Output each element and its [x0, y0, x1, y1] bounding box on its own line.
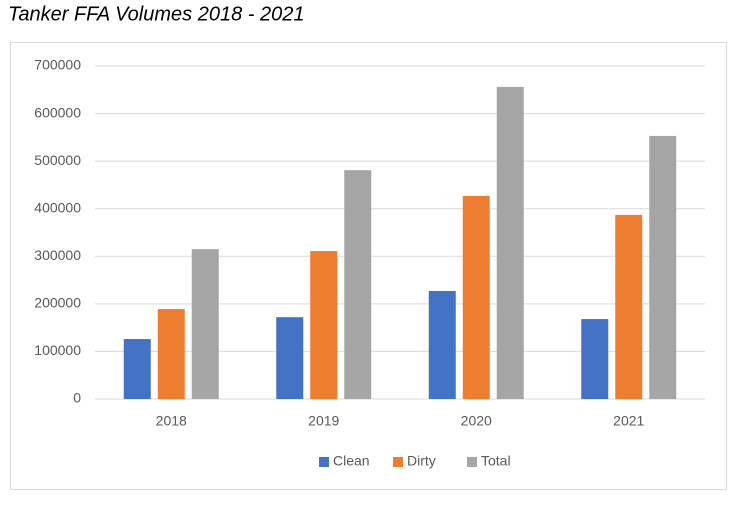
- y-tick-label: 300000: [34, 247, 81, 263]
- legend-label: Clean: [333, 453, 370, 469]
- legend-swatch: [319, 457, 329, 467]
- y-tick-label: 500000: [34, 152, 81, 168]
- x-tick-label: 2020: [461, 413, 492, 429]
- bar: [344, 170, 372, 399]
- legend-label: Total: [481, 453, 511, 469]
- bar: [191, 249, 219, 399]
- bar: [581, 319, 609, 399]
- bar: [649, 135, 677, 399]
- x-tick-label: 2018: [156, 413, 187, 429]
- y-tick-label: 400000: [34, 199, 81, 215]
- legend-swatch: [467, 457, 477, 467]
- bar: [428, 291, 456, 399]
- chart-title: Tanker FFA Volumes 2018 - 2021: [8, 3, 304, 25]
- y-tick-label: 0: [73, 390, 81, 406]
- legend-label: Dirty: [407, 453, 436, 469]
- y-tick-label: 600000: [34, 104, 81, 120]
- y-tick-label: 700000: [34, 57, 81, 73]
- x-tick-label: 2021: [613, 413, 644, 429]
- bar: [310, 251, 338, 399]
- legend-swatch: [393, 457, 403, 467]
- y-tick-label: 100000: [34, 342, 81, 358]
- y-tick-label: 200000: [34, 295, 81, 311]
- bar: [615, 214, 643, 399]
- bar: [496, 86, 524, 399]
- bar: [123, 339, 151, 399]
- bar: [462, 195, 490, 399]
- bar: [157, 309, 185, 399]
- bar: [276, 317, 304, 399]
- x-tick-label: 2019: [308, 413, 339, 429]
